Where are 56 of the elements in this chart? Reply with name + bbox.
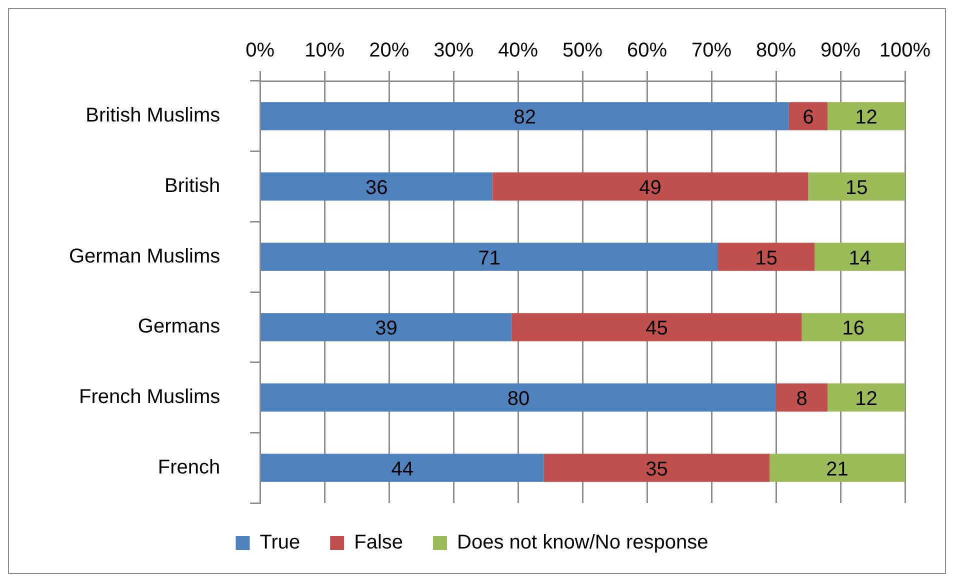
bar (260, 102, 789, 130)
x-tick-label: 20% (369, 40, 410, 62)
y-tick-label: Germans (138, 316, 220, 338)
x-tick-label: 80% (756, 40, 796, 62)
x-tick-label: 0% (246, 40, 275, 62)
data-label: 14 (848, 247, 871, 270)
x-tick-label: 30% (434, 40, 474, 62)
data-label: 15 (755, 247, 778, 270)
bar (260, 454, 544, 482)
bar (260, 242, 718, 271)
bar (260, 313, 512, 342)
data-label: 6 (802, 106, 814, 129)
x-tick-label: 50% (562, 40, 603, 62)
data-label: 49 (639, 177, 662, 200)
data-label: 16 (842, 318, 865, 340)
bar (802, 313, 905, 342)
bar (718, 242, 815, 271)
x-tick-label: 100% (879, 40, 931, 62)
y-tick-label: French (158, 456, 220, 478)
bar (544, 454, 770, 482)
bar (788, 102, 828, 130)
x-tick-label: 70% (692, 40, 732, 62)
data-label: 36 (365, 177, 388, 200)
y-tick-label: German Muslims (68, 245, 220, 268)
bar (512, 313, 802, 342)
bar (260, 172, 492, 201)
data-label: 71 (478, 247, 501, 270)
legend-label: Does not know/No response (457, 532, 708, 554)
y-tick-label: French Muslims (78, 386, 220, 408)
data-label: 44 (391, 458, 414, 480)
data-label: 21 (826, 458, 848, 480)
bar (808, 172, 905, 201)
bar (776, 383, 828, 412)
x-tick-label: 90% (820, 40, 861, 62)
bar (770, 454, 905, 482)
x-tick-label: 60% (627, 40, 668, 62)
x-tick-label: 40% (498, 40, 538, 62)
data-label: 80 (507, 388, 530, 410)
data-label: 15 (846, 177, 868, 200)
bar (828, 383, 905, 412)
data-label: 35 (646, 458, 668, 480)
y-tick-label: British (164, 175, 220, 198)
bar (260, 383, 776, 412)
x-tick-label: 10% (304, 40, 345, 62)
legend-label: False (354, 532, 404, 554)
data-label: 12 (855, 106, 878, 129)
data-label: 82 (514, 106, 536, 129)
data-label: 39 (375, 318, 398, 340)
data-label: 12 (855, 388, 878, 410)
bar (492, 172, 808, 201)
bar (828, 102, 905, 130)
legend-label: True (260, 532, 300, 554)
data-label: 45 (646, 318, 668, 340)
bar (814, 242, 905, 271)
y-tick-label: British Muslims (86, 104, 220, 127)
data-label: 8 (796, 388, 808, 410)
